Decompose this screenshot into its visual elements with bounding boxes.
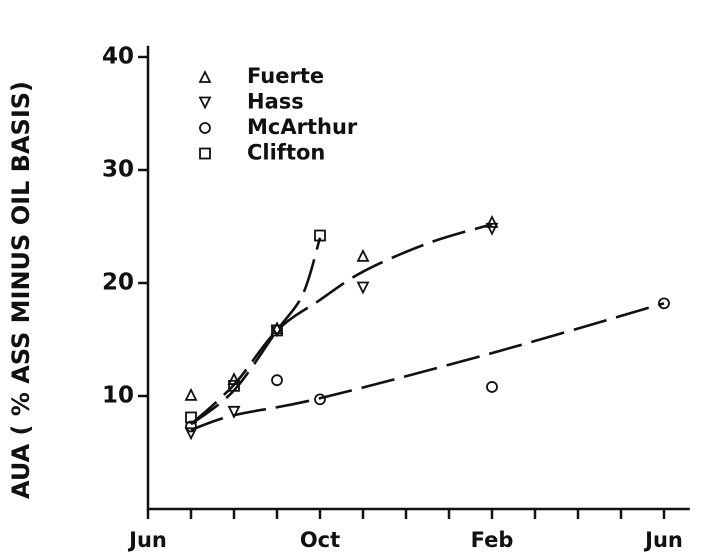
point — [227, 372, 241, 385]
x-tick-label: Jun — [643, 528, 683, 552]
point — [356, 248, 370, 262]
point — [314, 229, 326, 242]
point — [485, 222, 499, 236]
point — [314, 393, 326, 406]
legend-marker — [198, 96, 212, 110]
y-tick-label: 10 — [102, 383, 134, 409]
point — [227, 405, 241, 419]
legend-label: Clifton — [247, 141, 325, 165]
point — [270, 321, 284, 335]
legend-marker — [199, 122, 211, 134]
legend-marker — [198, 69, 212, 83]
legend-label: Fuerte — [247, 64, 324, 88]
x-tick-label: Oct — [300, 528, 340, 552]
fit-curve — [190, 302, 665, 432]
point — [185, 411, 197, 424]
y-tick-label: 40 — [102, 44, 134, 70]
axes — [146, 45, 690, 511]
y-axis-label: AUA ( % ASS MINUS OIL BASIS) — [7, 81, 35, 499]
x-tick-label: Jun — [127, 528, 167, 552]
legend-marker — [199, 147, 211, 160]
x-tick-label: Feb — [471, 528, 514, 552]
point — [356, 281, 370, 295]
y-tick-label: 20 — [102, 270, 134, 296]
point — [658, 297, 670, 310]
point — [486, 381, 498, 393]
point — [271, 374, 283, 387]
legend-label: McArthur — [247, 115, 358, 139]
point — [184, 427, 198, 441]
fit-curve — [190, 237, 322, 426]
point — [184, 387, 198, 401]
point — [228, 379, 240, 392]
point — [185, 420, 197, 433]
point — [485, 214, 499, 228]
legend-label: Hass — [247, 90, 304, 114]
point — [271, 324, 283, 337]
y-tick-label: 30 — [102, 157, 134, 183]
